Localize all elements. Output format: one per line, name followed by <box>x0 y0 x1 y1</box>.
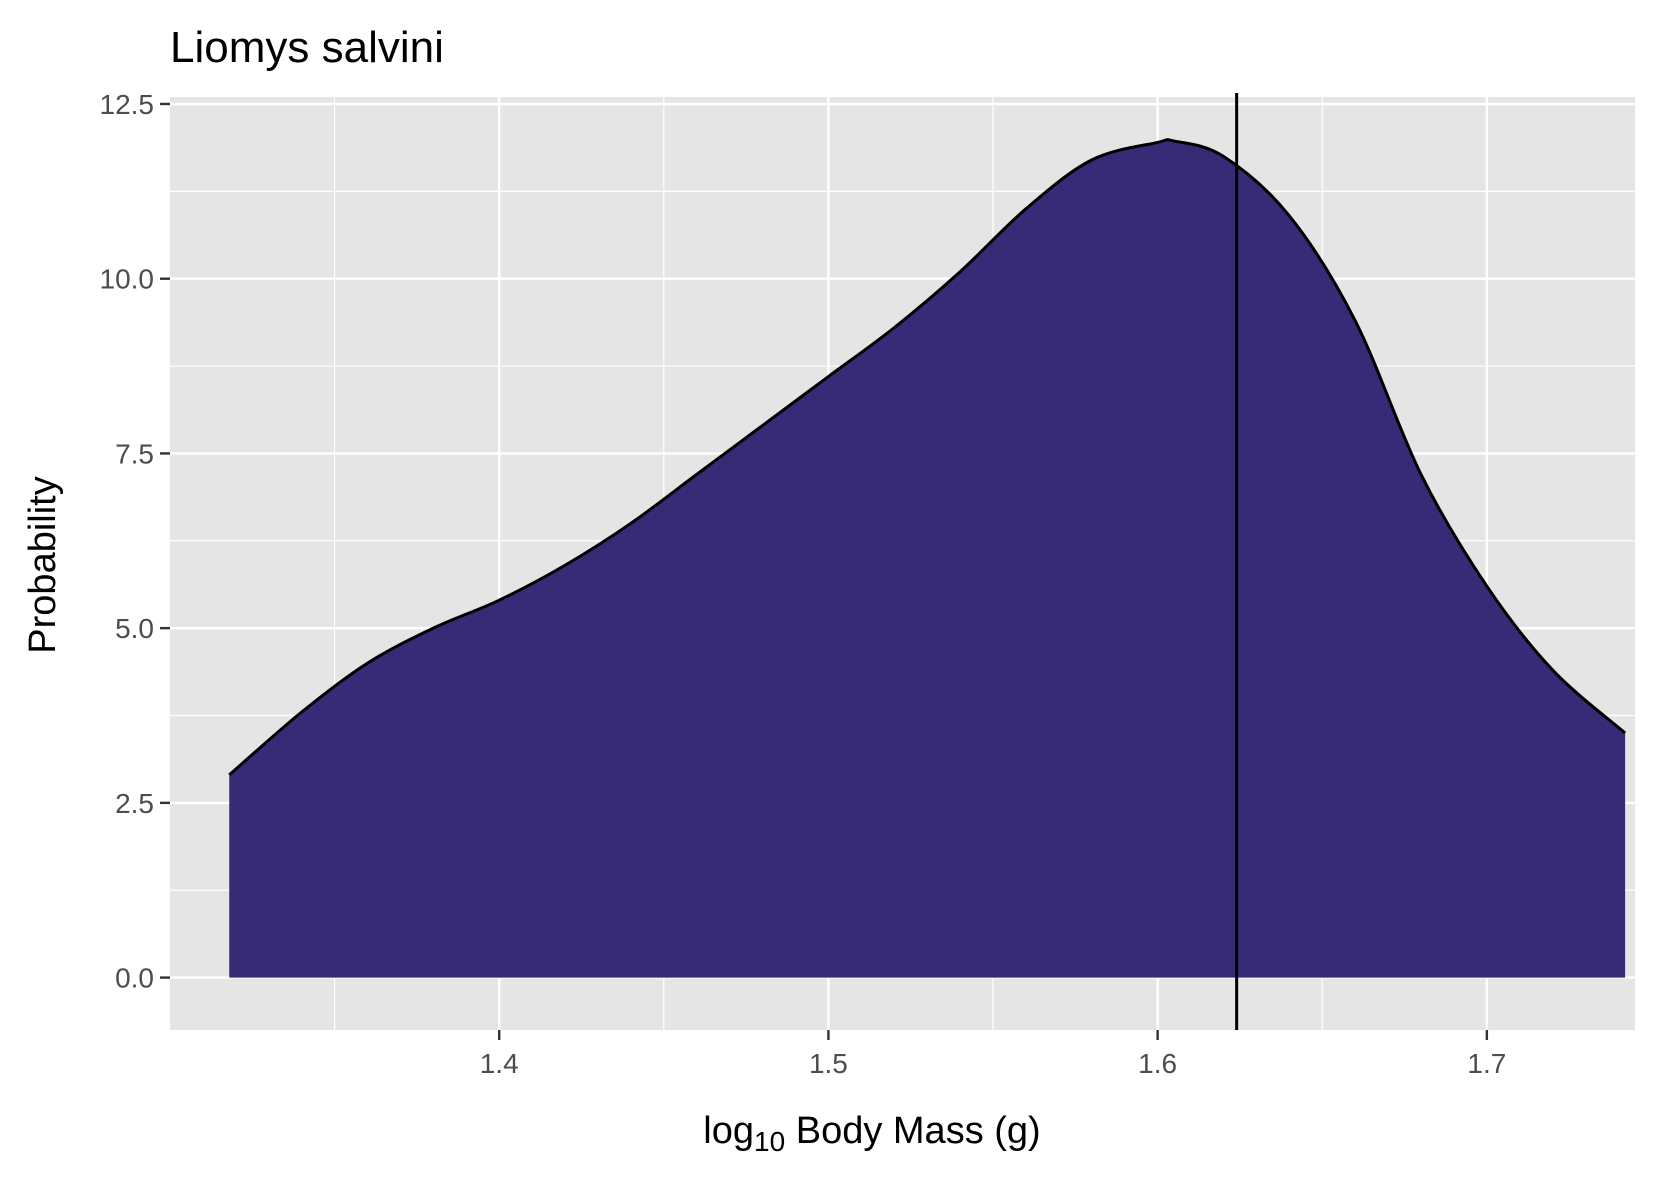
x-axis-title-subscript: 10 <box>754 1126 785 1157</box>
density-line <box>228 138 1627 777</box>
y-tick-label: 10.0 <box>100 264 155 295</box>
chart-title: Liomys salvini <box>170 23 444 72</box>
x-axis: 1.4 1.5 1.6 1.7 <box>480 1030 1506 1079</box>
y-tick-label: 5.0 <box>115 613 154 644</box>
y-axis: 0.0 2.5 5.0 7.5 10.0 12.5 <box>100 89 170 994</box>
y-tick-label: 0.0 <box>115 963 154 994</box>
x-axis-title-suffix: Body Mass (g) <box>785 1110 1041 1152</box>
y-axis-title: Probability <box>22 476 64 653</box>
x-tick-label: 1.4 <box>480 1048 519 1079</box>
x-axis-title-prefix: log <box>703 1110 754 1152</box>
y-tick-label: 7.5 <box>115 438 154 469</box>
y-tick-label: 2.5 <box>115 788 154 819</box>
x-tick-label: 1.5 <box>809 1048 848 1079</box>
x-tick-label: 1.6 <box>1138 1048 1177 1079</box>
y-tick-label: 12.5 <box>100 89 155 120</box>
x-axis-title: log10 Body Mass (g) <box>703 1110 1040 1157</box>
density-area <box>229 139 1626 978</box>
x-tick-label: 1.7 <box>1467 1048 1506 1079</box>
